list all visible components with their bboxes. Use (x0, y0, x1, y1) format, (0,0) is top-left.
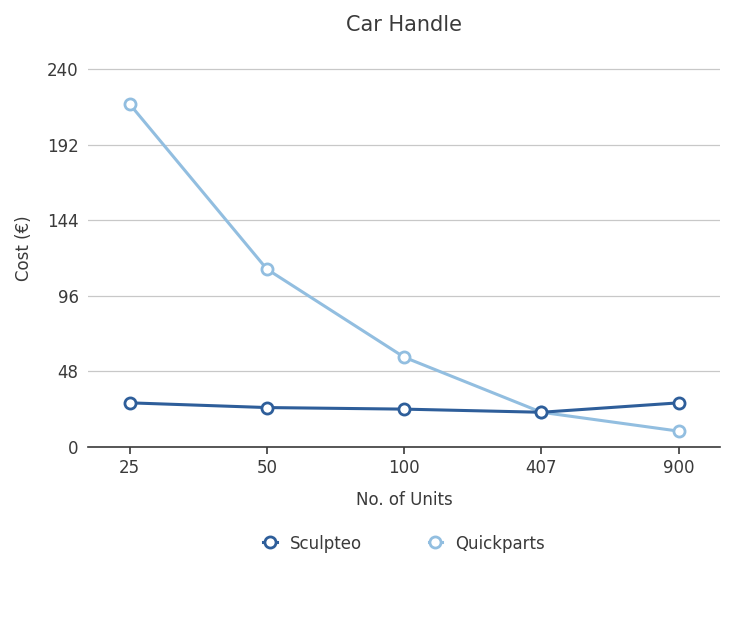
Sculpteo (125, 399, 134, 406)
Sculpteo (537, 408, 546, 416)
Legend: Sculpteo, Quickparts: Sculpteo, Quickparts (255, 527, 553, 561)
X-axis label: No. of Units: No. of Units (356, 491, 453, 508)
Quickparts (125, 100, 134, 108)
Quickparts (537, 408, 546, 416)
Y-axis label: Cost (€): Cost (€) (15, 216, 33, 282)
Quickparts (400, 353, 409, 361)
Title: Car Handle: Car Handle (346, 15, 462, 35)
Sculpteo (400, 405, 409, 413)
Line: Quickparts: Quickparts (124, 98, 684, 437)
Quickparts (262, 265, 271, 273)
Sculpteo (262, 404, 271, 411)
Line: Sculpteo: Sculpteo (124, 398, 684, 418)
Quickparts (675, 427, 684, 435)
Sculpteo (675, 399, 684, 406)
